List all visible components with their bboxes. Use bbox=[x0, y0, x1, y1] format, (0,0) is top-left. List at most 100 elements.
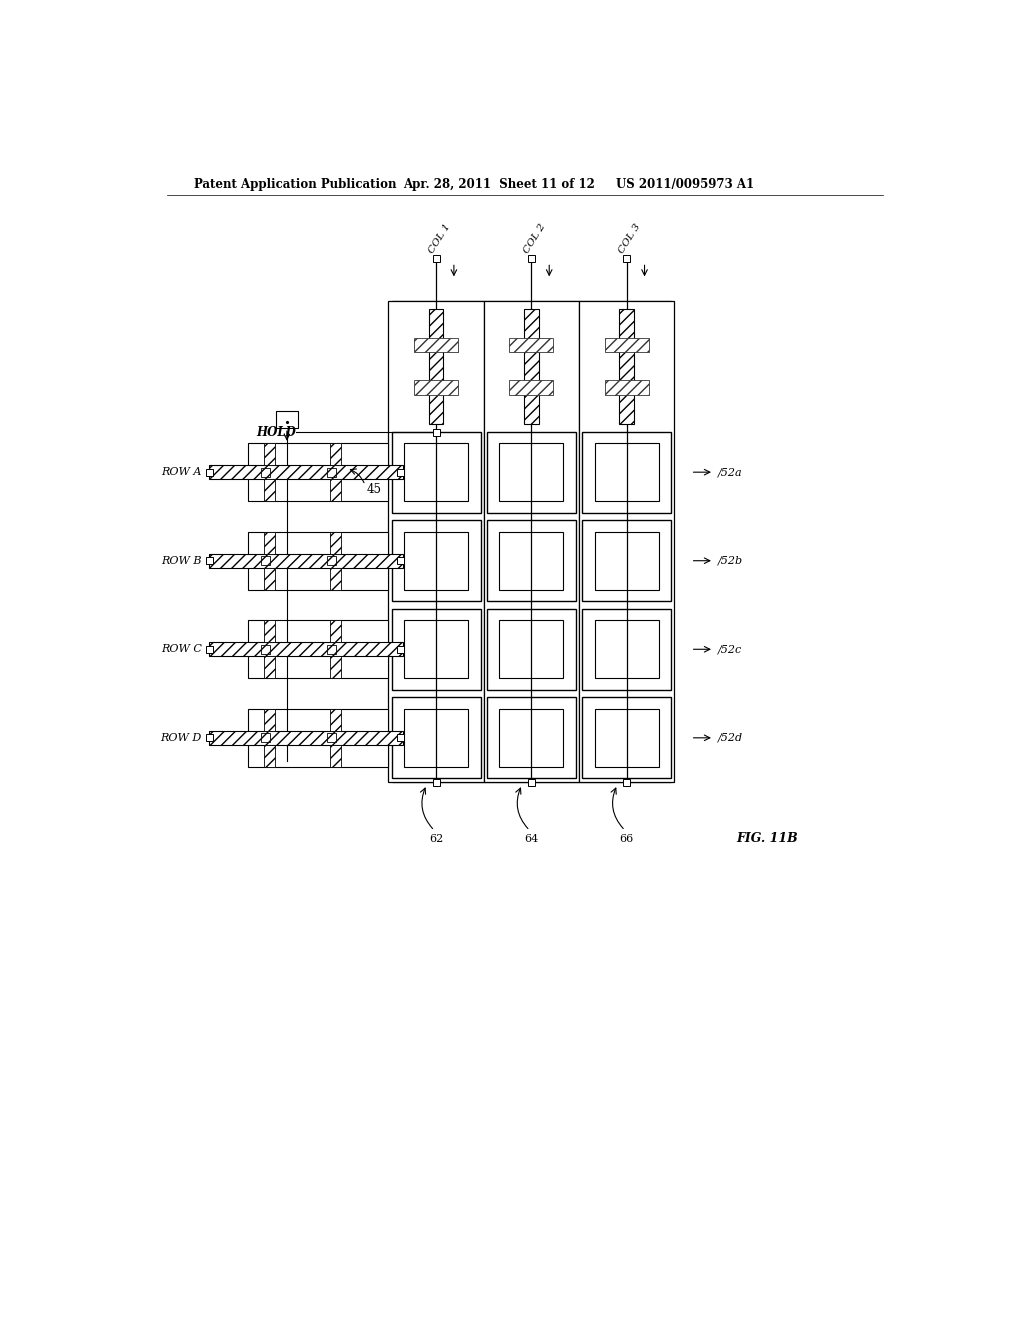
Bar bbox=[209, 554, 403, 568]
Bar bbox=[391, 432, 480, 512]
Bar bbox=[263, 656, 275, 678]
Bar bbox=[263, 744, 275, 767]
Bar bbox=[330, 479, 341, 502]
Bar bbox=[263, 709, 275, 731]
Bar bbox=[263, 568, 275, 590]
Text: /52c: /52c bbox=[718, 644, 742, 655]
Bar bbox=[327, 556, 336, 565]
Text: 66: 66 bbox=[620, 834, 634, 843]
Bar bbox=[391, 605, 672, 693]
Bar bbox=[276, 412, 298, 428]
Bar bbox=[397, 557, 404, 564]
Text: /52a: /52a bbox=[718, 467, 742, 477]
Bar bbox=[620, 309, 634, 424]
Bar bbox=[330, 620, 341, 643]
Bar bbox=[263, 532, 275, 554]
Bar bbox=[261, 733, 270, 742]
Text: ROW C: ROW C bbox=[161, 644, 202, 655]
Text: /52b: /52b bbox=[718, 556, 742, 566]
Bar bbox=[414, 338, 458, 352]
Bar bbox=[206, 645, 213, 653]
Bar bbox=[248, 532, 388, 590]
Bar bbox=[486, 697, 575, 779]
Text: 62: 62 bbox=[429, 834, 443, 843]
Bar bbox=[583, 432, 672, 512]
Bar bbox=[327, 467, 336, 477]
Bar bbox=[404, 620, 468, 678]
Bar bbox=[583, 609, 672, 690]
Bar bbox=[583, 697, 672, 779]
Bar bbox=[500, 532, 563, 590]
Bar bbox=[261, 556, 270, 565]
Bar bbox=[391, 301, 672, 432]
Bar bbox=[330, 444, 341, 466]
Bar bbox=[429, 309, 443, 424]
Bar bbox=[509, 380, 554, 395]
Bar bbox=[391, 516, 672, 605]
Bar bbox=[432, 255, 439, 261]
Bar bbox=[486, 609, 575, 690]
Bar bbox=[432, 779, 439, 785]
Bar bbox=[414, 380, 458, 395]
Bar bbox=[509, 338, 554, 352]
Bar bbox=[391, 609, 480, 690]
Text: ROW D: ROW D bbox=[161, 733, 202, 743]
Bar bbox=[391, 428, 672, 516]
Bar bbox=[595, 532, 658, 590]
Bar bbox=[206, 734, 213, 742]
Bar bbox=[486, 520, 575, 601]
Bar bbox=[388, 301, 483, 781]
Text: Apr. 28, 2011  Sheet 11 of 12: Apr. 28, 2011 Sheet 11 of 12 bbox=[403, 178, 595, 190]
Text: ROW B: ROW B bbox=[161, 556, 202, 566]
Bar bbox=[528, 779, 535, 785]
Bar bbox=[209, 731, 403, 744]
Bar bbox=[583, 520, 672, 601]
Text: 45: 45 bbox=[367, 483, 382, 495]
Bar bbox=[263, 479, 275, 502]
Text: /52d: /52d bbox=[718, 733, 742, 743]
Text: COL 3: COL 3 bbox=[617, 222, 643, 255]
Bar bbox=[327, 644, 336, 653]
Bar bbox=[483, 301, 579, 781]
Bar bbox=[261, 467, 270, 477]
Text: HOLD: HOLD bbox=[256, 425, 296, 438]
Text: 64: 64 bbox=[524, 834, 539, 843]
Bar bbox=[528, 255, 535, 261]
Bar bbox=[330, 744, 341, 767]
Bar bbox=[263, 444, 275, 466]
Bar bbox=[397, 734, 404, 742]
Bar bbox=[604, 338, 649, 352]
Bar bbox=[261, 644, 270, 653]
Bar bbox=[624, 255, 630, 261]
Bar bbox=[579, 301, 675, 781]
Text: COL 2: COL 2 bbox=[522, 222, 548, 255]
Bar bbox=[391, 693, 672, 781]
Bar bbox=[524, 309, 539, 424]
Text: COL 1: COL 1 bbox=[427, 222, 452, 255]
Bar bbox=[263, 620, 275, 643]
Bar bbox=[404, 444, 468, 502]
Bar bbox=[330, 709, 341, 731]
Bar bbox=[248, 444, 388, 502]
Bar bbox=[500, 620, 563, 678]
Bar bbox=[391, 697, 480, 779]
Bar bbox=[330, 568, 341, 590]
Bar bbox=[595, 444, 658, 502]
Text: US 2011/0095973 A1: US 2011/0095973 A1 bbox=[616, 178, 755, 190]
Bar bbox=[397, 469, 404, 475]
Bar bbox=[604, 380, 649, 395]
Bar bbox=[595, 620, 658, 678]
Bar bbox=[500, 444, 563, 502]
Bar bbox=[595, 709, 658, 767]
Bar bbox=[248, 620, 388, 678]
Bar bbox=[248, 709, 388, 767]
Bar bbox=[209, 466, 403, 479]
Text: FIG. 11B: FIG. 11B bbox=[736, 832, 798, 845]
Bar bbox=[404, 532, 468, 590]
Bar bbox=[330, 532, 341, 554]
Bar bbox=[206, 469, 213, 475]
Bar bbox=[397, 645, 404, 653]
Bar bbox=[432, 429, 439, 436]
Bar bbox=[327, 733, 336, 742]
Bar bbox=[624, 779, 630, 785]
